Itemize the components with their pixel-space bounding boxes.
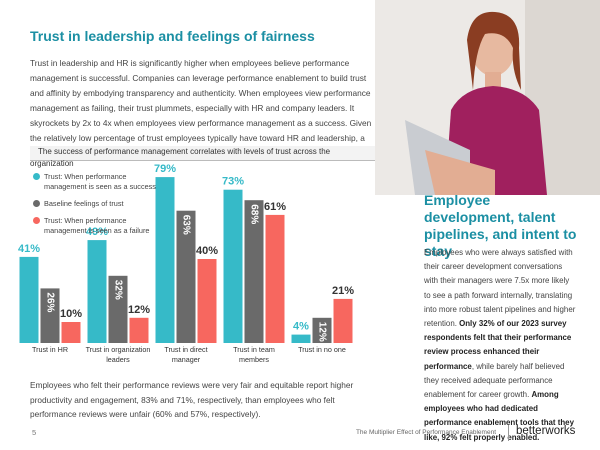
value-label: 63% <box>180 215 191 235</box>
category-label: Trust in direct manager <box>164 345 208 364</box>
value-label: 49% <box>86 226 108 238</box>
category-label: Trust in team members <box>233 345 275 364</box>
bar <box>155 177 175 343</box>
value-label: 41% <box>18 243 40 255</box>
bar <box>19 256 39 343</box>
separator <box>508 425 509 441</box>
chart-title: The success of performance management co… <box>30 146 375 168</box>
sidebar-text: , while barely half believed they receiv… <box>424 361 565 400</box>
category-label: Trust in no one <box>298 345 346 354</box>
value-label: 10% <box>60 308 82 320</box>
legend-swatch <box>33 217 40 224</box>
value-label: 12% <box>128 304 150 316</box>
legend-label: Trust: When performance management is se… <box>44 172 156 191</box>
value-label: 12% <box>316 322 327 342</box>
legend-item: Trust: When performance management is se… <box>33 172 168 192</box>
bar <box>176 210 196 343</box>
bar <box>61 322 81 343</box>
bar <box>87 240 107 343</box>
value-label: 40% <box>196 245 218 257</box>
page-number: 5 <box>32 428 37 437</box>
photo <box>375 0 600 195</box>
logo: betterworks <box>516 425 576 437</box>
sidebar-text: Employees who were always satisfied with… <box>424 248 576 329</box>
footnote: Employees who felt their performance rev… <box>30 380 354 419</box>
value-label: 21% <box>332 285 354 297</box>
bar <box>108 275 128 343</box>
bar <box>265 214 285 343</box>
bar <box>223 189 243 343</box>
footer-text: The Multiplier Effect of Performance Ena… <box>355 429 496 436</box>
bar <box>129 317 149 343</box>
bar <box>244 200 264 343</box>
value-label: 68% <box>248 204 259 224</box>
bar <box>333 298 353 343</box>
bar <box>291 334 311 343</box>
sidebar-heading: Employee development, talent pipelines, … <box>424 192 577 259</box>
value-label: 26% <box>44 292 55 312</box>
legend-swatch <box>33 173 40 180</box>
bar <box>197 259 217 343</box>
sidebar-text: Among employees who had dedicated perfor… <box>424 390 574 442</box>
value-label: 61% <box>264 201 286 213</box>
value-label: 73% <box>222 176 244 188</box>
value-label: 4% <box>293 321 309 333</box>
legend-item: Trust: When performance management is se… <box>33 216 168 236</box>
sidebar-body: Employees who were always satisfied with… <box>424 246 576 445</box>
sidebar-text: Only 32% of our 2023 survey respondents … <box>424 319 572 371</box>
title: Trust in leadership and feelings of fair… <box>30 28 315 44</box>
legend-label: Trust: When performance management is se… <box>44 216 150 235</box>
bar <box>40 288 60 343</box>
category-label: Trust in HR <box>31 345 69 354</box>
legend-label: Baseline feelings of trust <box>44 199 124 208</box>
chart: 41% 49% 79% 73% 4% 26% 32% 63% 68% 12% 10% 12% 40% 61… <box>18 163 354 343</box>
value-label: 79% <box>154 163 176 175</box>
bar <box>312 317 332 343</box>
category-label: Trust in organization leaders <box>85 345 151 364</box>
legend-swatch <box>33 200 40 207</box>
legend: Trust: When performance management is se… <box>33 172 168 243</box>
value-label: 32% <box>112 280 123 300</box>
legend-item: Baseline feelings of trust <box>33 199 168 209</box>
